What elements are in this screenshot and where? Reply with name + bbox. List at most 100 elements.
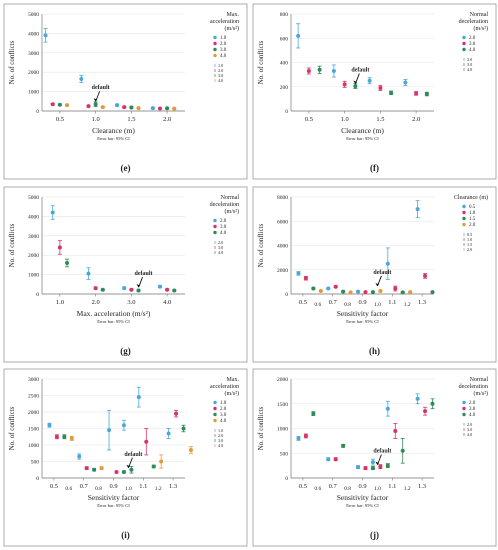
- chart-panel-0: 0 1000 2000 3000 4000 5000 0.5 1.0 1.5 2.0 default…: [3, 3, 248, 180]
- legend-title: Clearance (m): [454, 194, 488, 201]
- x-tick-label: 2.0: [412, 116, 420, 123]
- legend-errorbar-label: 2.0: [467, 422, 472, 427]
- x-minor-tick-label: 0.8: [95, 486, 102, 492]
- data-point-2.0: [367, 78, 372, 83]
- data-point-2.0: [370, 460, 375, 465]
- y-tick-label: 2000: [277, 377, 288, 383]
- chart-panel-4: 0 500 1000 1500 2000 2500 3000 0.5 0.7 0.9 1.1 1.3 0…: [3, 368, 248, 547]
- data-point-3.0: [129, 467, 134, 472]
- x-minor-tick-label: 0.6: [314, 302, 321, 308]
- data-point-4.0: [341, 443, 346, 448]
- data-point-3.0: [165, 287, 170, 292]
- legend-label: 4.0: [220, 231, 227, 236]
- data-point-3.0: [393, 428, 398, 433]
- data-point-3.0: [423, 409, 428, 414]
- error-bar-note: Error bar: 95% CI: [346, 319, 379, 324]
- data-point-4.0: [353, 84, 358, 89]
- data-point-2.0: [144, 439, 149, 444]
- data-point-4.0: [385, 463, 390, 468]
- annotation-label: default: [124, 452, 142, 458]
- x-tick-label: 0.7: [329, 299, 338, 306]
- x-tick-label: 0.5: [305, 116, 313, 123]
- x-tick-label: 0.5: [56, 116, 64, 123]
- legend-label: 1.0: [220, 401, 227, 406]
- y-tick-label: 3000: [28, 234, 39, 240]
- x-tick-label: 0.7: [80, 483, 89, 490]
- data-point-1.0: [107, 428, 112, 433]
- x-tick-label: 0.5: [299, 483, 307, 490]
- legend-marker-3.0: [462, 41, 466, 46]
- x-tick-label: 1.1: [139, 483, 147, 490]
- x-tick-label: 1.1: [388, 483, 396, 490]
- legend-errorbar-label: 2.0: [467, 247, 472, 252]
- legend-errorbar-label: 3.0: [467, 62, 472, 67]
- data-point-3.0: [165, 106, 170, 111]
- legend-label: 4.0: [220, 419, 227, 424]
- annotation-arrowhead: [353, 80, 357, 85]
- data-point-3.0: [306, 68, 311, 73]
- data-point-4.0: [100, 287, 105, 292]
- legend-label: 1.0: [220, 36, 227, 41]
- data-point-1.0: [47, 423, 52, 428]
- panel-label: (e): [121, 163, 131, 173]
- x-tick-label: 1.5: [376, 116, 384, 123]
- y-axis-title: No. of conflicts: [8, 40, 16, 84]
- data-point-4.0: [172, 288, 177, 293]
- y-tick-label: 5000: [28, 12, 39, 18]
- data-point-2.0: [356, 465, 361, 470]
- data-point-3.0: [93, 102, 98, 107]
- data-point-2.0: [86, 271, 91, 276]
- data-point-1.0: [393, 286, 398, 291]
- panel-label: (f): [370, 163, 379, 173]
- y-tick-label: 1500: [28, 427, 39, 433]
- x-tick-label: 0.9: [358, 483, 366, 490]
- annotation-arrow: [95, 91, 101, 101]
- annotation-arrowhead: [93, 98, 98, 102]
- legend-marker-1.0: [213, 35, 217, 40]
- data-point-3.0: [342, 82, 347, 87]
- data-point-1.0: [303, 276, 308, 281]
- annotation-label: default: [373, 270, 391, 276]
- panel-label: (j): [370, 530, 379, 540]
- legend-label: 2.0: [220, 219, 227, 224]
- x-tick-label: 1.1: [388, 299, 396, 306]
- legend-marker-4.0: [462, 412, 466, 417]
- legend-title: Max.: [227, 12, 240, 18]
- error-bar-note: Error bar: 95% CI: [97, 319, 130, 324]
- data-point-4.0: [69, 436, 74, 441]
- annotation-arrowhead: [136, 284, 141, 288]
- legend-label: 2.0: [220, 407, 227, 412]
- y-tick-label: 4000: [28, 31, 39, 37]
- legend-label: 3.0: [469, 42, 476, 47]
- data-point-4.0: [424, 92, 429, 97]
- data-point-4.0: [65, 103, 70, 108]
- data-point-4.0: [136, 288, 141, 293]
- data-point-1.0: [115, 103, 120, 108]
- x-minor-tick-label: 0.8: [344, 486, 351, 492]
- x-tick-label: 1.0: [341, 116, 349, 123]
- y-tick-label: 500: [280, 451, 289, 457]
- data-point-4.0: [389, 90, 394, 95]
- data-point-0.5: [385, 261, 390, 266]
- data-point-4.0: [188, 447, 193, 452]
- chart-panel-1: 0 200 400 600 800 0.5 1.0 1.5 2.0 default Clearanc…: [252, 3, 497, 180]
- data-point-3.0: [414, 91, 419, 96]
- legend-errorbar-label: 1.0: [218, 428, 223, 433]
- panel-label: (h): [369, 346, 380, 356]
- y-tick-label: 400: [280, 61, 289, 67]
- x-minor-tick-label: 1.0: [125, 486, 132, 492]
- error-bar-note: Error bar: 95% CI: [97, 503, 130, 508]
- legend-title: Max.: [227, 377, 240, 383]
- legend-marker-3.0: [213, 412, 217, 417]
- data-point-1.0: [136, 395, 141, 400]
- data-point-1.0: [77, 454, 82, 459]
- data-point-4.0: [172, 106, 177, 111]
- legend-marker-4.0: [213, 418, 217, 423]
- y-tick-label: 8000: [277, 195, 288, 201]
- legend-errorbar-label: 4.0: [218, 443, 223, 448]
- data-point-4.0: [311, 411, 316, 416]
- y-tick-label: 0: [285, 109, 288, 115]
- y-tick-label: 2000: [28, 410, 39, 416]
